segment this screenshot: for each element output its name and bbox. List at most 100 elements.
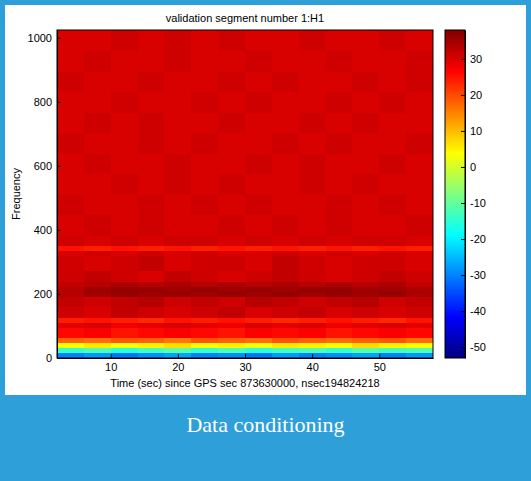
heatmap-cell bbox=[138, 348, 165, 354]
heatmap-cell bbox=[352, 215, 379, 236]
tick: 400 bbox=[34, 224, 61, 236]
heatmap-cell bbox=[191, 112, 218, 133]
heatmap-cell bbox=[352, 71, 379, 92]
heatmap-cell bbox=[218, 256, 245, 272]
heatmap-cell bbox=[84, 281, 111, 287]
heatmap-cell bbox=[84, 343, 111, 349]
heatmap-cells bbox=[57, 30, 433, 358]
heatmap-cell bbox=[84, 317, 111, 323]
heatmap-cell bbox=[218, 307, 245, 318]
tick-label: 30 bbox=[470, 53, 482, 65]
heatmap-cell bbox=[379, 338, 406, 344]
heatmap-cell bbox=[84, 348, 111, 354]
heatmap-cell bbox=[272, 215, 299, 236]
tick-mark bbox=[57, 358, 61, 359]
heatmap-cell bbox=[406, 215, 433, 236]
heatmap-cell bbox=[111, 286, 138, 292]
heatmap-cell bbox=[111, 250, 138, 256]
heatmap-cell bbox=[299, 250, 326, 256]
heatmap-cell bbox=[272, 51, 299, 72]
heatmap-cell bbox=[191, 71, 218, 92]
heatmap-cell bbox=[326, 256, 353, 272]
heatmap-cell bbox=[84, 215, 111, 236]
heatmap-cell bbox=[379, 286, 406, 292]
heatmap-cell bbox=[299, 271, 326, 282]
heatmap-cell bbox=[191, 133, 218, 154]
heatmap-cell bbox=[272, 112, 299, 133]
y-axis-title: Frequency bbox=[10, 168, 22, 220]
heatmap-cell bbox=[57, 153, 84, 174]
heatmap-cell bbox=[272, 235, 299, 246]
heatmap-cell bbox=[326, 338, 353, 344]
heatmap-cell bbox=[138, 322, 165, 328]
heatmap-cell bbox=[138, 343, 165, 349]
heatmap-cell bbox=[406, 30, 433, 51]
tick: 1000 bbox=[28, 32, 61, 44]
heatmap-cell bbox=[218, 322, 245, 328]
heatmap-cell bbox=[352, 286, 379, 292]
heatmap-cell bbox=[352, 327, 379, 338]
heatmap-cell bbox=[379, 133, 406, 154]
heatmap-cell bbox=[57, 271, 84, 282]
tick-mark bbox=[178, 354, 179, 358]
heatmap-cell bbox=[111, 338, 138, 344]
heatmap-cell bbox=[191, 348, 218, 354]
heatmap-cell bbox=[138, 133, 165, 154]
heatmap-cell bbox=[379, 112, 406, 133]
heatmap-cell bbox=[406, 250, 433, 256]
heatmap-cell bbox=[57, 317, 84, 323]
heatmap-cell bbox=[138, 92, 165, 113]
tick: 20 bbox=[461, 89, 482, 101]
heatmap-cell bbox=[379, 235, 406, 246]
heatmap-cell bbox=[326, 343, 353, 349]
heatmap-cell bbox=[352, 297, 379, 308]
heatmap-cell bbox=[218, 297, 245, 308]
heatmap-cell bbox=[84, 322, 111, 328]
heatmap-cell bbox=[57, 112, 84, 133]
heatmap-cell bbox=[406, 235, 433, 246]
heatmap-cell bbox=[191, 174, 218, 195]
tick-mark bbox=[461, 275, 465, 276]
tick: -10 bbox=[461, 197, 486, 209]
heatmap-cell bbox=[379, 317, 406, 323]
heatmap-cell bbox=[138, 327, 165, 338]
heatmap-cell bbox=[138, 51, 165, 72]
tick: 0 bbox=[46, 352, 61, 364]
heatmap-cell bbox=[272, 174, 299, 195]
heatmap-cell bbox=[299, 174, 326, 195]
heatmap-cell bbox=[299, 235, 326, 246]
heatmap-cell bbox=[299, 343, 326, 349]
tick-label: 600 bbox=[34, 160, 52, 172]
heatmap-cell bbox=[406, 92, 433, 113]
heatmap-cell bbox=[191, 250, 218, 256]
heatmap-cell bbox=[191, 307, 218, 318]
tick-label: 0 bbox=[470, 161, 476, 173]
heatmap-cell bbox=[164, 245, 191, 251]
heatmap-cell bbox=[406, 327, 433, 338]
heatmap-cell bbox=[245, 30, 272, 51]
heatmap-cell bbox=[299, 322, 326, 328]
heatmap-cell bbox=[299, 30, 326, 51]
x-axis: 1020304050 bbox=[58, 354, 434, 373]
tick: 40 bbox=[307, 354, 319, 373]
heatmap-cell bbox=[164, 271, 191, 282]
tick-label: 40 bbox=[307, 361, 319, 373]
heatmap-cell bbox=[84, 271, 111, 282]
heatmap-cell bbox=[352, 348, 379, 354]
heatmap-cell bbox=[84, 235, 111, 246]
heatmap-cell bbox=[352, 250, 379, 256]
heatmap-cell bbox=[272, 353, 299, 358]
tick-mark bbox=[312, 354, 313, 358]
heatmap-cell bbox=[379, 343, 406, 349]
heatmap-cell bbox=[379, 256, 406, 272]
heatmap-cell bbox=[191, 291, 218, 297]
heatmap-cell bbox=[111, 256, 138, 272]
heatmap-cell bbox=[111, 348, 138, 354]
heatmap-cell bbox=[111, 343, 138, 349]
tick-label: -40 bbox=[470, 305, 486, 317]
heatmap-cell bbox=[218, 174, 245, 195]
heatmap-cell bbox=[326, 92, 353, 113]
heatmap-cell bbox=[84, 153, 111, 174]
heatmap-cell bbox=[299, 353, 326, 358]
plot-frame bbox=[57, 30, 433, 358]
